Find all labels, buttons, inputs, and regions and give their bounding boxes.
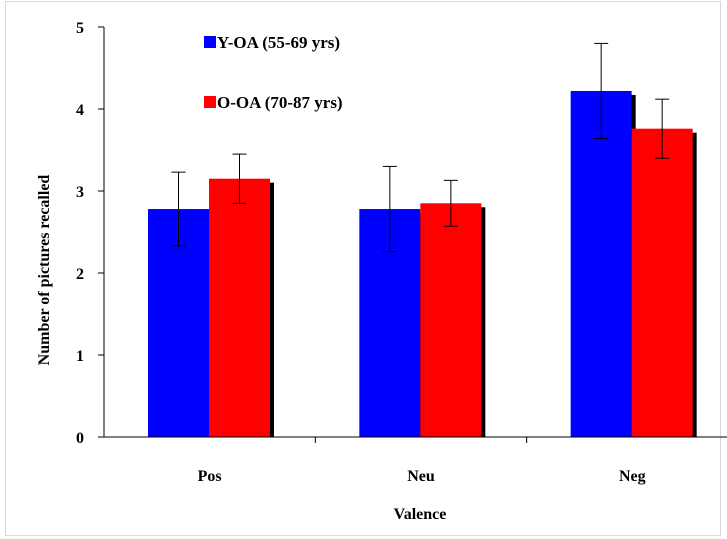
legend-swatch — [204, 96, 216, 108]
x-tick-label: Neg — [619, 468, 646, 485]
bar-pos-series-1 — [148, 209, 209, 437]
bar-neg-series-1 — [570, 90, 632, 438]
y-ticks: 0 1 2 3 4 5 — [76, 20, 104, 447]
error-bars-layer — [171, 42, 670, 253]
axes-layer — [103, 27, 727, 438]
bar-pos-series-2 — [209, 178, 270, 437]
y-tick-label: 1 — [76, 348, 84, 365]
x-axis-label: Valence — [394, 506, 447, 523]
x-tick-label: Pos — [198, 468, 222, 485]
legend-swatch — [204, 36, 216, 48]
legend-label: Y-OA (55-69 yrs) — [217, 33, 340, 52]
y-tick-label: 0 — [76, 430, 84, 447]
y-tick-label: 2 — [76, 266, 84, 283]
legend: Y-OA (55-69 yrs) O-OA (70-87 yrs) — [204, 33, 343, 112]
y-tick-label: 5 — [76, 20, 84, 37]
y-axis-label: Number of pictures recalled — [36, 175, 53, 366]
bar-neg-series-2 — [631, 128, 693, 437]
legend-label: O-OA (70-87 yrs) — [217, 93, 343, 112]
x-tick-label: Neu — [407, 468, 435, 485]
bar-neu-series-2 — [420, 203, 482, 437]
y-tick-label: 4 — [76, 102, 84, 119]
y-tick-label: 3 — [76, 184, 84, 201]
x-ticks: Pos Neu Neg — [198, 437, 646, 485]
bars-layer — [148, 90, 697, 438]
